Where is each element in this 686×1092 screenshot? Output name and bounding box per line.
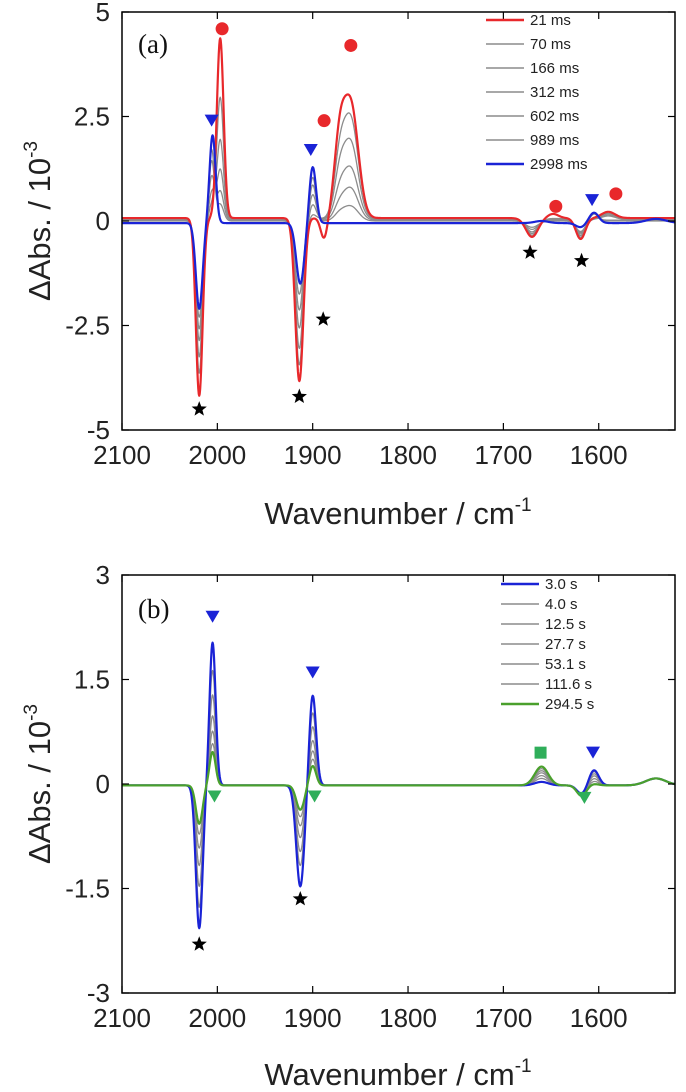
y-axis-label-sup-a: -3	[21, 141, 42, 158]
marker-star	[191, 936, 207, 951]
marker-star	[191, 401, 207, 416]
y-tick-label: -5	[87, 415, 110, 445]
legend-entry: 312 ms	[530, 84, 579, 101]
y-axis-title-b: ΔAbs. / 10-3	[21, 704, 57, 864]
y-axis-label-b: ΔAbs. / 10	[22, 721, 57, 864]
marker-star	[315, 311, 331, 326]
x-axis-label-sup-b: -1	[515, 1056, 532, 1077]
x-tick-label: 2100	[93, 440, 151, 470]
x-tick-label: 1800	[379, 440, 437, 470]
panel-a: 2100 2000 1900 1800 1700 1600 -5 -2.5 0 2.5 5 21 m…	[21, 0, 676, 531]
y-tick-label: -1.5	[65, 874, 110, 904]
series-line-21-ms	[121, 37, 676, 397]
legend-entry: 12.5 s	[545, 616, 586, 633]
x-tick-label: 1700	[474, 440, 532, 470]
x-tick-label: 1900	[284, 440, 342, 470]
marker-star	[291, 388, 307, 404]
marker-triangle	[585, 194, 600, 207]
legend-entry: 70 ms	[530, 36, 571, 53]
y-tick-label: 3	[96, 560, 110, 590]
y-tick-label: -2.5	[65, 311, 110, 341]
legend-entry: 2998 ms	[530, 156, 588, 173]
legend-entry: 111.6 s	[545, 676, 592, 693]
x-axis-title-a: Wavenumber / cm-1	[264, 495, 531, 531]
x-tick-label: 1900	[284, 1003, 342, 1033]
legend-entry: 21 ms	[530, 12, 571, 29]
legend-entry: 27.7 s	[545, 636, 586, 653]
marker-layer-b	[191, 610, 601, 951]
y-axis-title-a: ΔAbs. / 10-3	[21, 141, 57, 301]
x-tick-label: 1800	[379, 1003, 437, 1033]
y-axis-label-a: ΔAbs. / 10	[22, 158, 57, 301]
marker-star	[292, 890, 308, 906]
x-tick-label: 1700	[474, 1003, 532, 1033]
y-axis-label-sup-b: -3	[21, 704, 42, 721]
panel-b: 2100 2000 1900 1800 1700 1600 -3 -1.5 0 1.5 3 3.0 …	[21, 560, 676, 1092]
x-tick-label: 2000	[188, 440, 246, 470]
marker-star	[573, 252, 590, 268]
legend-b: 3.0 s 4.0 s 12.5 s 27.7 s 53.1 s 111.6 s 294.5…	[501, 576, 594, 713]
legend-entry: 4.0 s	[545, 596, 578, 613]
legend-entry: 989 ms	[530, 132, 579, 149]
legend-a: 21 ms 70 ms 166 ms 312 ms 602 ms 989 ms 2998 m…	[486, 12, 588, 173]
marker-triangle	[204, 114, 219, 127]
y-tick-label: 2.5	[74, 102, 110, 132]
legend-entry: 602 ms	[530, 108, 579, 125]
x-tick-label: 2000	[188, 1003, 246, 1033]
y-tick-label: 0	[96, 769, 110, 799]
series-layer-a	[121, 37, 676, 397]
marker-triangle	[577, 791, 592, 804]
marker-layer-a	[191, 22, 623, 416]
marker-triangle	[305, 666, 320, 679]
marker-square	[534, 746, 547, 759]
series-line-2998-ms	[121, 134, 676, 310]
axes-frame-a	[121, 11, 676, 431]
x-tick-label: 1600	[570, 440, 628, 470]
legend-entry: 166 ms	[530, 60, 579, 77]
marker-star	[522, 244, 538, 259]
marker-circle	[609, 187, 623, 201]
y-tick-label: 1.5	[74, 665, 110, 695]
x-axis-title-b: Wavenumber / cm-1	[264, 1056, 531, 1092]
marker-circle	[549, 199, 563, 213]
panel-label-b: (b)	[138, 594, 169, 624]
marker-triangle	[586, 746, 601, 759]
x-axis-label-b: Wavenumber / cm	[264, 1057, 514, 1092]
panel-label-a: (a)	[138, 29, 168, 59]
x-axis-label-a: Wavenumber / cm	[264, 496, 514, 531]
marker-triangle	[205, 610, 220, 623]
marker-circle	[215, 22, 229, 36]
legend-entry: 3.0 s	[545, 576, 578, 593]
marker-circle	[344, 38, 358, 52]
legend-entry: 294.5 s	[545, 696, 594, 713]
tick-layer-a: 2100 2000 1900 1800 1700 1600 -5 -2.5 0 2.5 5	[65, 0, 675, 470]
marker-triangle	[303, 143, 318, 156]
marker-triangle	[307, 790, 322, 803]
x-tick-label: 1600	[570, 1003, 628, 1033]
x-axis-label-sup-a: -1	[515, 495, 532, 516]
marker-circle	[317, 114, 331, 128]
y-tick-label: 5	[96, 0, 110, 27]
marker-triangle	[207, 790, 222, 803]
axes-frame-b	[121, 574, 676, 994]
legend-entry: 53.1 s	[545, 656, 586, 673]
tick-layer-b: 2100 2000 1900 1800 1700 1600 -3 -1.5 0 1.5 3	[65, 560, 675, 1033]
x-tick-label: 2100	[93, 1003, 151, 1033]
y-tick-label: 0	[96, 206, 110, 236]
y-tick-label: -3	[87, 978, 110, 1008]
